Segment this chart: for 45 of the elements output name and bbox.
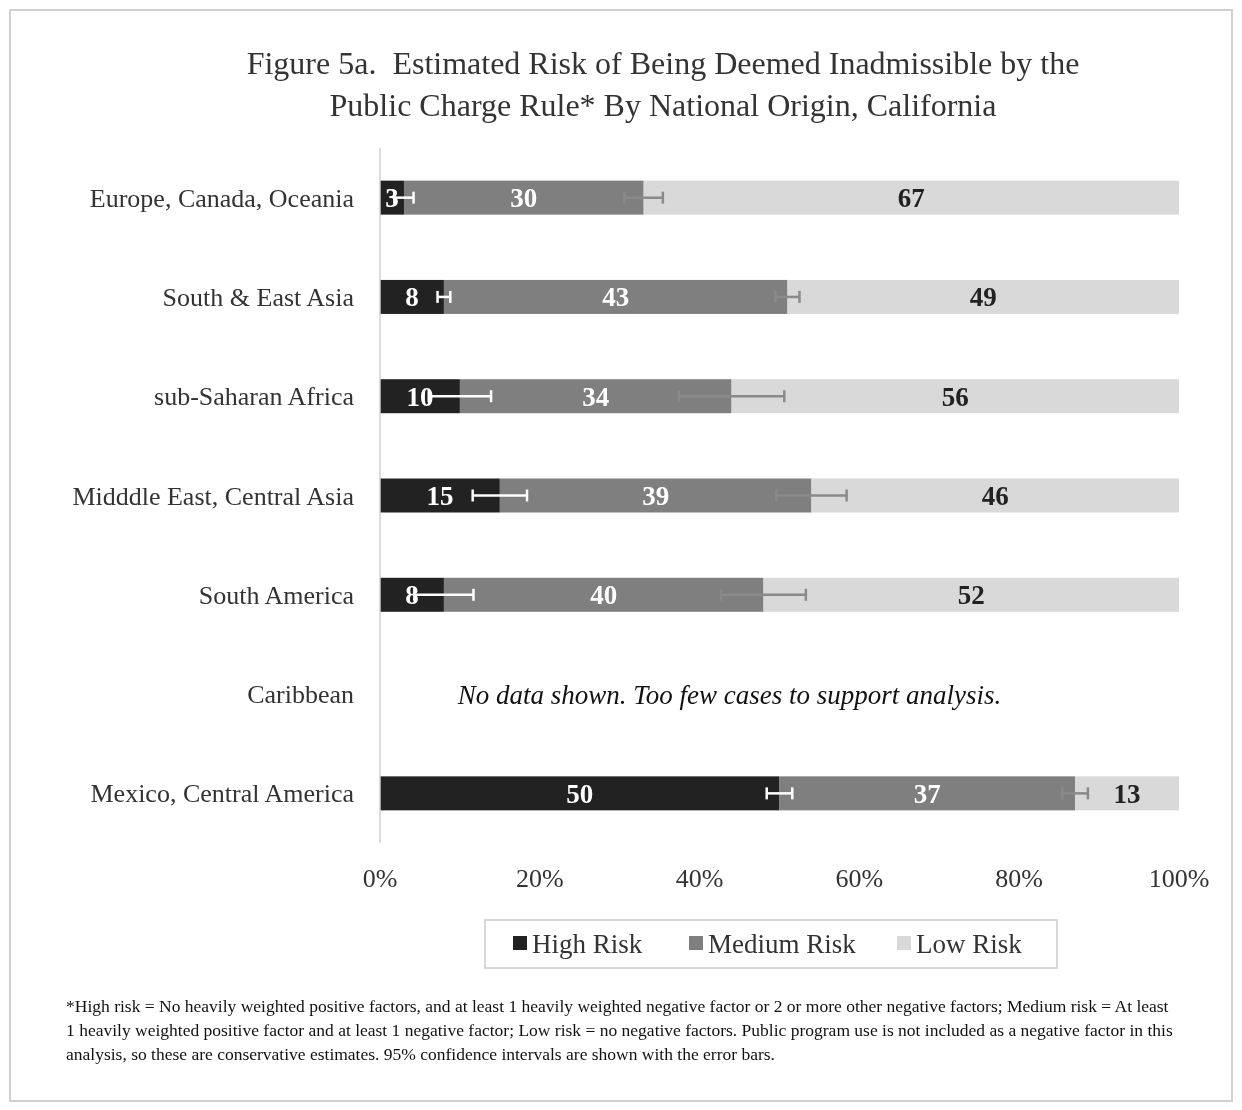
data-label: 8: [405, 282, 419, 313]
bar: [380, 776, 780, 811]
data-label: 56: [941, 381, 969, 412]
x-tick-label: 0%: [362, 864, 398, 894]
data-label: 13: [1113, 778, 1141, 809]
data-label: 37: [913, 778, 941, 809]
bar: [380, 478, 500, 513]
bar: [811, 478, 1179, 513]
data-label: 46: [981, 480, 1009, 511]
y-tick-label: South & East Asia: [162, 283, 355, 313]
y-tick-label: Caribbean: [247, 680, 354, 710]
data-label: 40: [590, 580, 618, 611]
x-tick-label: 20%: [515, 864, 564, 894]
bar: [380, 379, 460, 414]
y-tick-label: South America: [198, 580, 355, 610]
bar: [763, 577, 1179, 612]
bar: [380, 577, 444, 612]
x-tick-label: 60%: [835, 864, 884, 894]
y-tick-label: Mexico, Central America: [90, 779, 355, 809]
legend-label: High Risk: [532, 929, 643, 960]
data-label: 67: [897, 183, 925, 214]
x-tick-label: 100%: [1148, 864, 1210, 894]
data-label: 43: [602, 282, 630, 313]
data-label: 52: [957, 580, 985, 611]
data-label: 34: [582, 381, 610, 412]
bar: [731, 379, 1179, 414]
bar: [1075, 776, 1179, 811]
bar: [643, 180, 1179, 215]
data-label: 49: [969, 282, 997, 313]
legend-label: Medium Risk: [708, 929, 857, 960]
bar: [380, 279, 444, 314]
data-label: 50: [566, 778, 594, 809]
y-tick-label: sub-Saharan Africa: [154, 382, 355, 412]
y-tick-label: Europe, Canada, Oceania: [89, 183, 355, 213]
x-tick-label: 80%: [995, 864, 1044, 894]
data-label: 30: [510, 183, 538, 214]
y-tick-label: Midddle East, Central Asia: [72, 481, 355, 511]
data-label: 39: [642, 480, 670, 511]
data-label: 15: [426, 480, 454, 511]
legend-label: Low Risk: [916, 929, 1023, 960]
chart-title: Figure 5a. Estimated Risk of Being Deemed Inadmissible by the Public Charge Rule* By National Origin, California: [246, 45, 1080, 123]
x-tick-label: 40%: [675, 864, 724, 894]
annotation: No data shown. Too few cases to support analysis.: [456, 679, 1002, 710]
text: *High risk = No heavily weighted positive factors, and at least 1 heavily weighted negative factor or 2 or more other negative factors; Medium risk = At least 1 heavily weighted positive factor and at least 1 negative factor; Low risk = no negative factors. Public program use is not included as a negative factor in this analysis, so these are conservative estimates. 95% confidence intervals are shown with the error bars.: [66, 995, 1174, 1066]
bar: [787, 279, 1179, 314]
